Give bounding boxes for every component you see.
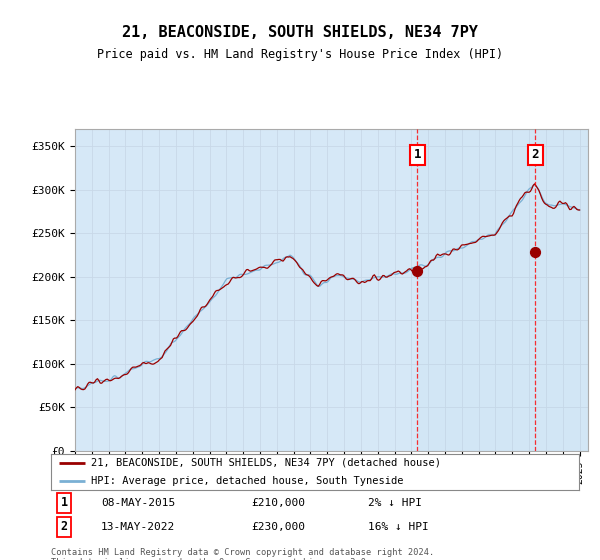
- Text: 21, BEACONSIDE, SOUTH SHIELDS, NE34 7PY (detached house): 21, BEACONSIDE, SOUTH SHIELDS, NE34 7PY …: [91, 458, 440, 468]
- Text: 2: 2: [61, 520, 68, 534]
- Point: [413, 266, 422, 275]
- Text: 21, BEACONSIDE, SOUTH SHIELDS, NE34 7PY: 21, BEACONSIDE, SOUTH SHIELDS, NE34 7PY: [122, 25, 478, 40]
- Point: [530, 248, 540, 257]
- Text: 2: 2: [532, 148, 539, 161]
- Text: Contains HM Land Registry data © Crown copyright and database right 2024.
This d: Contains HM Land Registry data © Crown c…: [51, 548, 434, 560]
- Text: 16% ↓ HPI: 16% ↓ HPI: [368, 522, 428, 532]
- Text: 2% ↓ HPI: 2% ↓ HPI: [368, 498, 422, 508]
- Text: 13-MAY-2022: 13-MAY-2022: [101, 522, 175, 532]
- Text: 08-MAY-2015: 08-MAY-2015: [101, 498, 175, 508]
- Text: 1: 1: [413, 148, 421, 161]
- Text: Price paid vs. HM Land Registry's House Price Index (HPI): Price paid vs. HM Land Registry's House …: [97, 48, 503, 60]
- Bar: [418, 129, 588, 451]
- Text: £210,000: £210,000: [251, 498, 305, 508]
- Text: £230,000: £230,000: [251, 522, 305, 532]
- Text: 1: 1: [61, 496, 68, 509]
- Text: HPI: Average price, detached house, South Tyneside: HPI: Average price, detached house, Sout…: [91, 476, 403, 486]
